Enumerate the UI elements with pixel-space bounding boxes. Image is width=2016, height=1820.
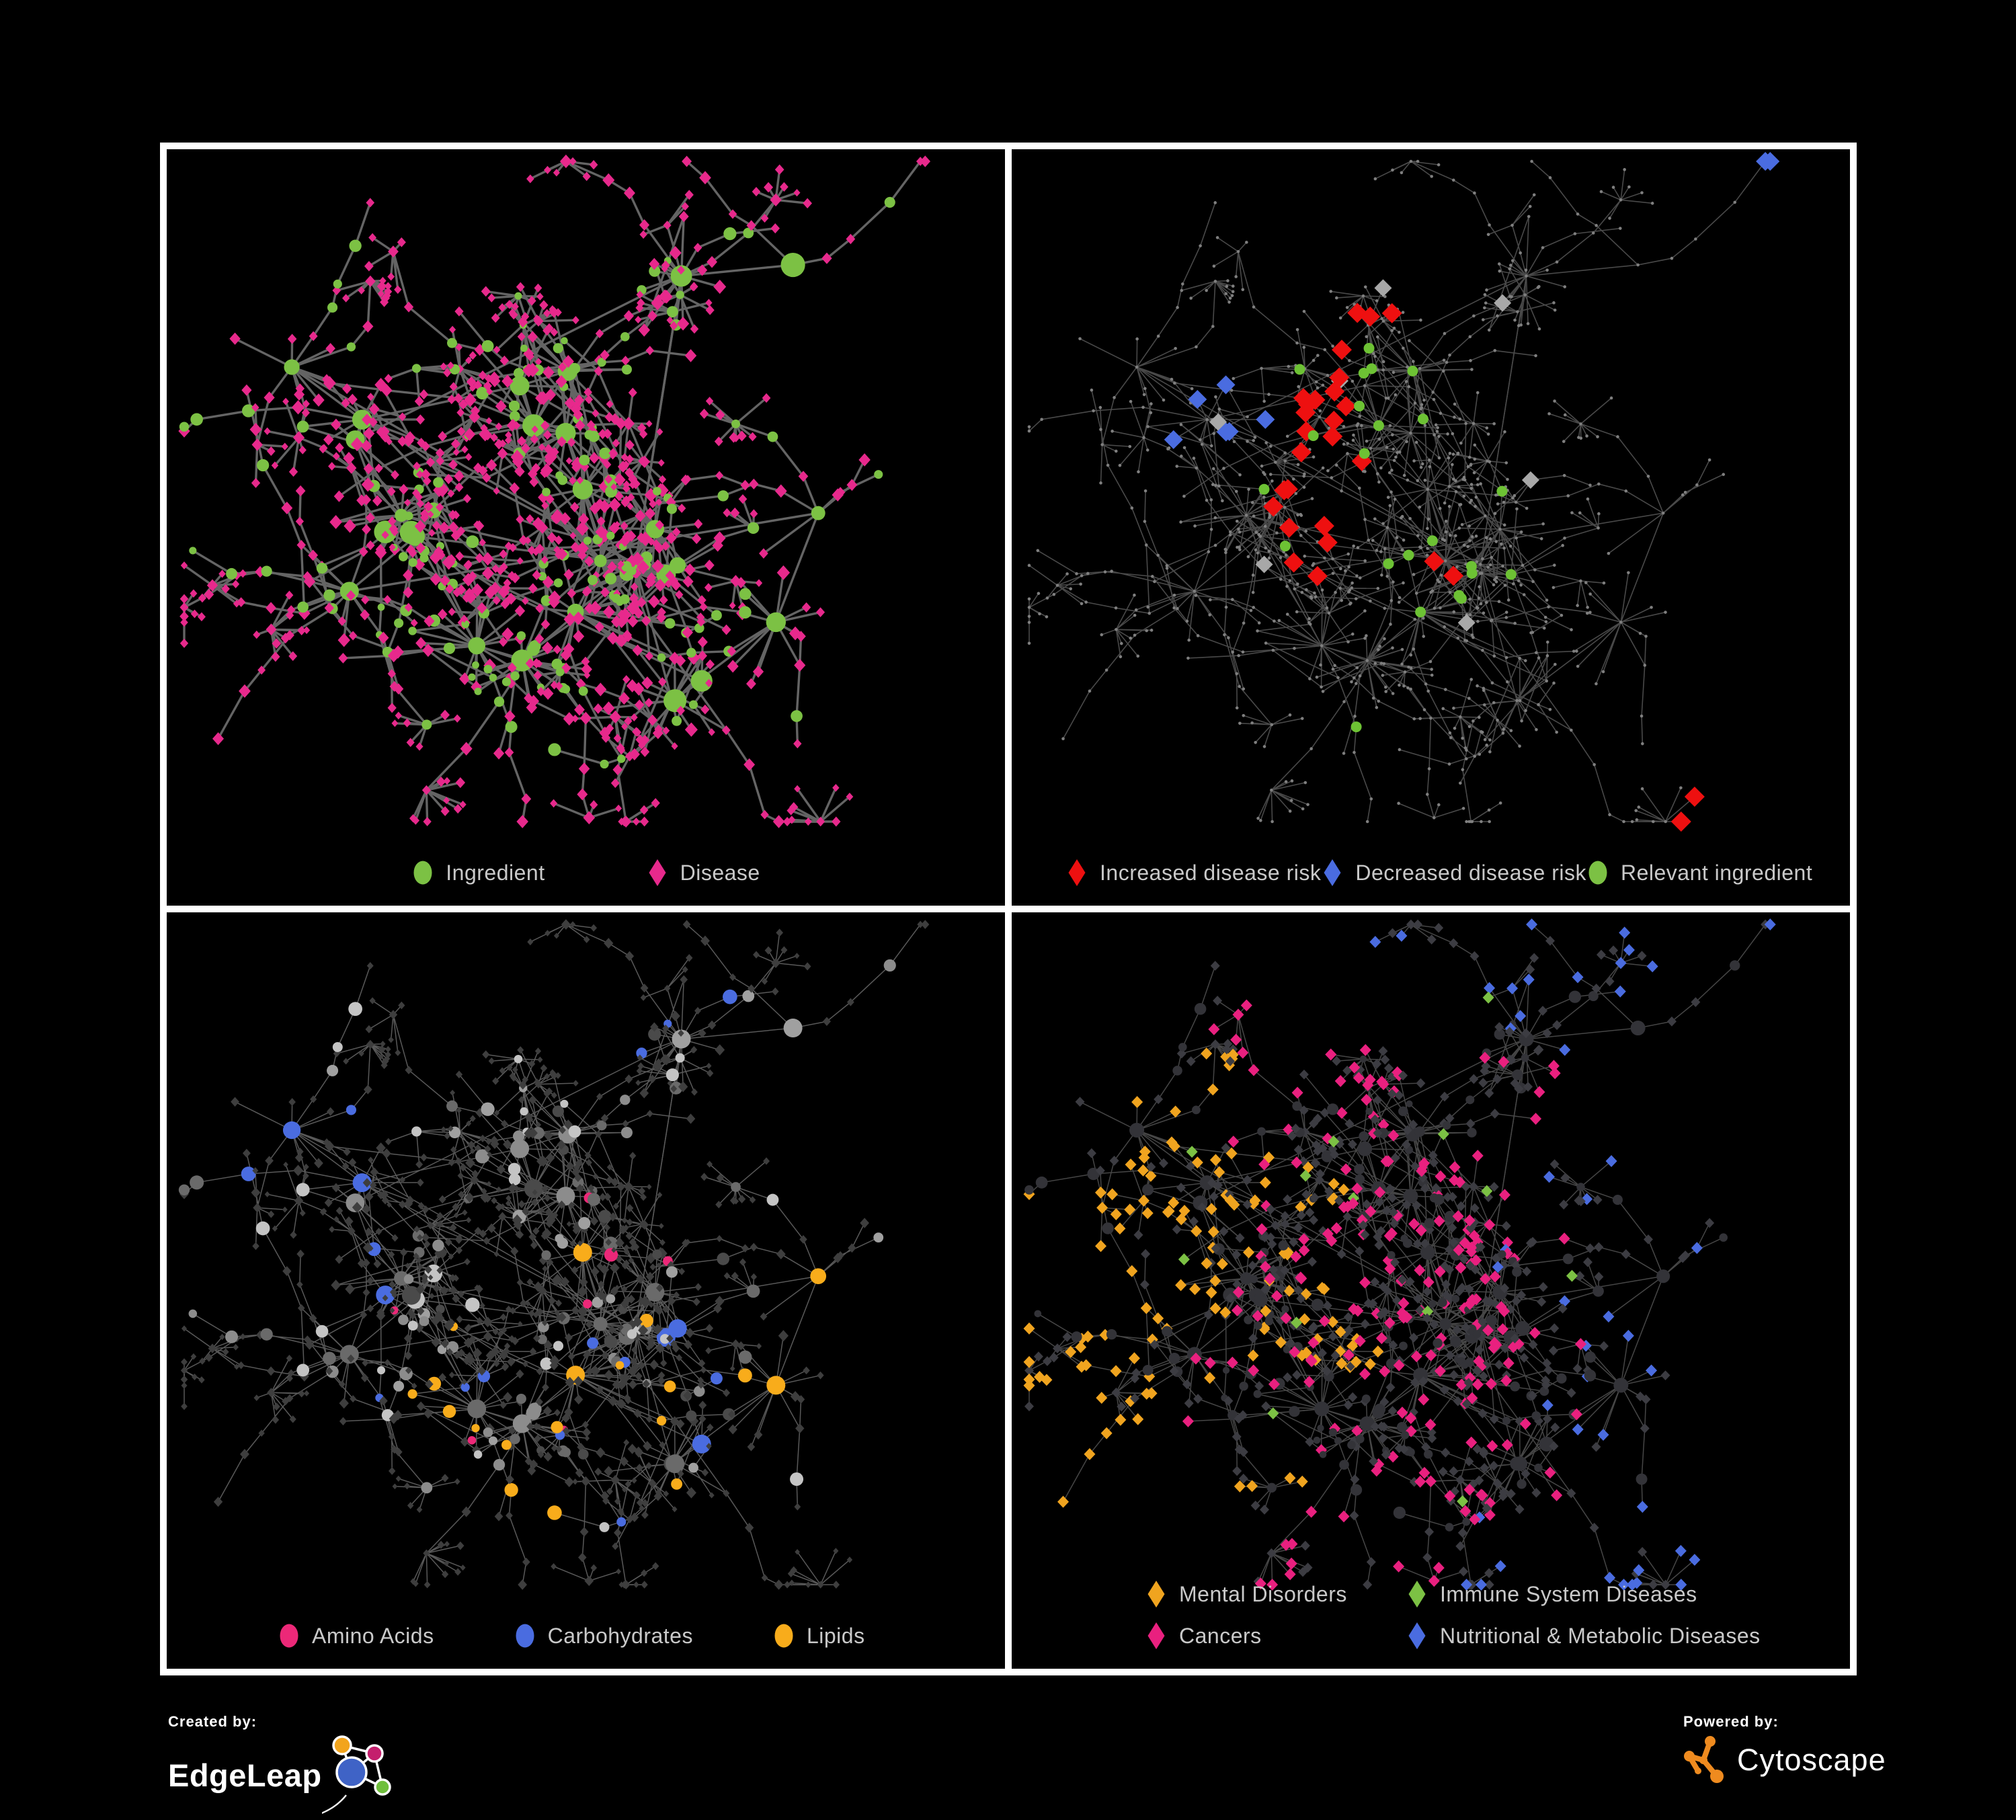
circle-swatch-icon xyxy=(516,1624,534,1648)
network-graph-ingredient-disease xyxy=(178,154,931,828)
logo-swoosh xyxy=(321,1794,347,1814)
legend-label: Cancers xyxy=(1179,1623,1262,1648)
circle-swatch-icon xyxy=(280,1624,298,1648)
diamond-swatch-icon xyxy=(1408,1622,1426,1649)
legend-item-disease: Disease xyxy=(646,857,760,888)
circle-swatch-icon xyxy=(413,861,432,885)
legend-label: Nutritional & Metabolic Diseases xyxy=(1440,1623,1761,1648)
created-by-label: Created by: xyxy=(168,1713,257,1730)
network-graph-disease-risk xyxy=(1027,152,1780,832)
legend-item-nutritional-metabolic-diseases: Nutritional & Metabolic Diseases xyxy=(1406,1620,1761,1651)
panel-disease-risk: Increased disease risk Decreased disease … xyxy=(1012,149,1850,906)
legend-label: Lipids xyxy=(806,1623,865,1648)
edgeleap-logo-icon xyxy=(321,1735,391,1814)
legend-item-amino-acids: Amino Acids xyxy=(278,1620,434,1651)
legend-item-carbohydrates: Carbohydrates xyxy=(514,1620,693,1651)
circle-swatch-icon xyxy=(1588,861,1607,885)
powered-by-label: Powered by: xyxy=(1683,1713,1779,1730)
legend-label: Decreased disease risk xyxy=(1355,860,1586,885)
legend-item-increased-disease-risk: Increased disease risk xyxy=(1065,857,1321,888)
network-graph-ingredient-classes xyxy=(178,919,930,1590)
cytoscape-logo-icon xyxy=(1684,1736,1724,1783)
legend-label: Disease xyxy=(680,860,760,885)
legend-label: Amino Acids xyxy=(312,1623,434,1648)
legend-label: Carbohydrates xyxy=(547,1623,693,1648)
cytoscape-wordmark: Cytoscape xyxy=(1737,1742,1886,1777)
legend-ingredient-disease: Ingredient Disease xyxy=(167,857,1005,888)
created-by-block: Created by: EdgeLeap xyxy=(168,1713,409,1817)
legend-label: Relevant ingredient xyxy=(1620,860,1813,885)
diamond-swatch-icon xyxy=(649,859,666,886)
panel-disease-categories: Mental Disorders Immune System Diseases Ca… xyxy=(1012,912,1850,1669)
figure-frame: Ingredient Disease Increased disease risk D… xyxy=(160,143,1857,1675)
panel-ingredient-classes: Amino Acids Carbohydrates Lipids xyxy=(167,912,1005,1669)
diamond-swatch-icon xyxy=(1147,1622,1165,1649)
diamond-swatch-icon xyxy=(1068,859,1086,886)
legend-item-decreased-disease-risk: Decreased disease risk xyxy=(1321,857,1586,888)
network-graph-disease-categories xyxy=(1023,918,1776,1591)
legend-label: Increased disease risk xyxy=(1100,860,1322,885)
legend-item-relevant-ingredient: Relevant ingredient xyxy=(1586,857,1812,888)
legend-label: Ingredient xyxy=(446,860,545,885)
powered-by-block: Powered by: Cytoscape xyxy=(1683,1713,1886,1786)
legend-item-cancers: Cancers xyxy=(1145,1620,1406,1651)
edgeleap-wordmark: EdgeLeap xyxy=(168,1757,322,1793)
diamond-swatch-icon xyxy=(1324,859,1341,886)
circle-swatch-icon xyxy=(774,1624,793,1648)
legend-item-lipids: Lipids xyxy=(772,1620,865,1651)
legend-item-ingredient: Ingredient xyxy=(411,857,545,888)
legend-disease-risk: Increased disease risk Decreased disease … xyxy=(1012,857,1850,888)
legend-ingredient-classes: Amino Acids Carbohydrates Lipids xyxy=(167,1620,1005,1651)
panel-ingredient-disease: Ingredient Disease xyxy=(167,149,1005,906)
